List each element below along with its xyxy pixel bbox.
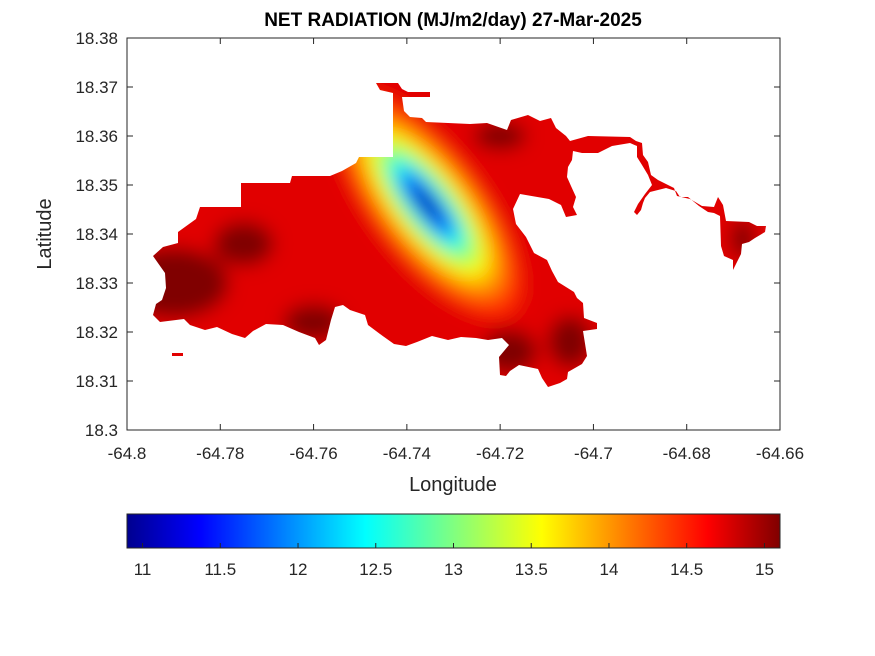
x-tick-label: -64.74 [383, 444, 431, 463]
colorbar-tick-label: 15 [755, 560, 774, 579]
x-tick-label: -64.66 [756, 444, 804, 463]
x-tick-label: -64.72 [476, 444, 524, 463]
x-axis-label: Longitude [409, 474, 497, 496]
colorbar-tick-label: 12 [289, 560, 308, 579]
colorbar-tick-label: 11 [134, 560, 152, 579]
y-tick-label: 18.32 [75, 323, 118, 342]
y-tick-label: 18.33 [75, 274, 118, 293]
colorbar-tick-label: 14 [600, 560, 619, 579]
chart-title: NET RADIATION (MJ/m2/day) 27-Mar-2025 [264, 10, 642, 31]
field-high-patch [153, 248, 229, 318]
y-tick-label: 18.38 [75, 29, 118, 48]
x-tick-label: -64.8 [108, 444, 147, 463]
x-tick-label: -64.68 [663, 444, 711, 463]
y-axis: 18.3 18.31 18.32 18.33 18.34 18.35 18.36 18.37 1… [75, 29, 780, 440]
field-high-patch [213, 221, 274, 266]
y-tick-label: 18.3 [85, 421, 118, 440]
colorbar-tick-label: 13 [444, 560, 463, 579]
x-tick-label: -64.76 [289, 444, 337, 463]
colorbar-ticks: 11 11.5 12 12.5 13 13.5 14 14.5 15 [134, 543, 774, 579]
field-high-patch [548, 315, 593, 368]
y-axis-label: Latitude [34, 198, 56, 269]
y-tick-label: 18.31 [75, 372, 118, 391]
x-axis: -64.8 -64.78 -64.76 -64.74 -64.72 -64.7 -64.68… [108, 38, 804, 463]
colorbar-tick-label: 14.5 [670, 560, 703, 579]
field-high-patch [474, 122, 527, 150]
y-tick-label: 18.35 [75, 176, 118, 195]
field-band [415, 189, 440, 220]
x-tick-label: -64.78 [196, 444, 244, 463]
colorbar [126, 513, 781, 549]
y-tick-label: 18.36 [75, 127, 118, 146]
y-tick-label: 18.34 [75, 225, 118, 244]
colorbar-tick-label: 11.5 [204, 560, 236, 579]
colorbar-tick-label: 12.5 [359, 560, 392, 579]
x-tick-label: -64.7 [574, 444, 613, 463]
colorbar-tick-label: 13.5 [515, 560, 548, 579]
y-tick-label: 18.37 [75, 78, 118, 97]
